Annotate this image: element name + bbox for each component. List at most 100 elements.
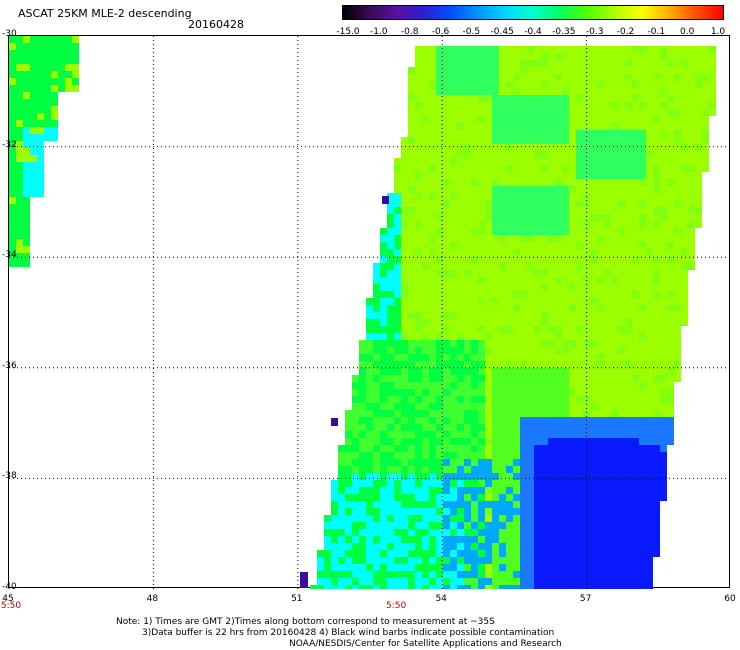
swath-cell bbox=[653, 123, 660, 130]
swath-cell bbox=[674, 375, 681, 382]
swath-cell bbox=[513, 46, 520, 53]
swath-cell bbox=[506, 270, 513, 277]
swath-cell bbox=[394, 277, 401, 284]
swath-cell bbox=[464, 249, 471, 256]
swath-cell bbox=[464, 95, 471, 102]
swath-cell bbox=[450, 81, 457, 88]
swath-cell bbox=[401, 326, 408, 333]
swath-cell bbox=[485, 361, 492, 368]
swath-cell bbox=[660, 193, 667, 200]
swath-cell bbox=[401, 501, 408, 508]
swath-cell bbox=[688, 200, 695, 207]
swath-cell bbox=[415, 207, 422, 214]
swath-cell bbox=[513, 424, 520, 431]
swath-cell bbox=[499, 438, 506, 445]
swath-cell bbox=[520, 452, 527, 459]
swath-cell bbox=[653, 438, 660, 445]
swath-cell bbox=[457, 585, 464, 589]
swath-cell bbox=[548, 543, 555, 550]
swath-cell bbox=[618, 88, 625, 95]
swath-cell bbox=[534, 452, 541, 459]
swath-cell bbox=[632, 578, 639, 585]
swath-cell bbox=[632, 123, 639, 130]
swath-cell bbox=[639, 410, 646, 417]
swath-cell bbox=[604, 179, 611, 186]
swath-cell bbox=[618, 466, 625, 473]
note-line-2: 3)Data buffer is 22 hrs from 20160428 4)… bbox=[142, 628, 555, 638]
swath-cell bbox=[548, 508, 555, 515]
swath-cell bbox=[548, 298, 555, 305]
swath-cell bbox=[485, 564, 492, 571]
swath-cell bbox=[415, 585, 422, 589]
swath-cell bbox=[401, 333, 408, 340]
swath-cell bbox=[625, 235, 632, 242]
swath-cell bbox=[653, 165, 660, 172]
swath-cell bbox=[569, 550, 576, 557]
swath-cell bbox=[611, 123, 618, 130]
swath-cell bbox=[23, 99, 30, 106]
swath-cell bbox=[324, 536, 331, 543]
swath-cell bbox=[380, 284, 387, 291]
swath-cell bbox=[492, 473, 499, 480]
swath-cell bbox=[422, 326, 429, 333]
swath-cell bbox=[485, 473, 492, 480]
swath-cell bbox=[548, 144, 555, 151]
swath-cell bbox=[674, 235, 681, 242]
swath-cell bbox=[513, 137, 520, 144]
swath-cell bbox=[380, 382, 387, 389]
swath-cell bbox=[639, 186, 646, 193]
swath-cell bbox=[485, 214, 492, 221]
swath-cell bbox=[457, 270, 464, 277]
swath-cell bbox=[499, 522, 506, 529]
swath-cell bbox=[492, 53, 499, 60]
swath-cell bbox=[380, 571, 387, 578]
swath-cell bbox=[401, 445, 408, 452]
swath-cell bbox=[541, 403, 548, 410]
swath-cell bbox=[660, 459, 667, 466]
swath-cell bbox=[513, 228, 520, 235]
swath-cell bbox=[618, 389, 625, 396]
swath-cell bbox=[541, 67, 548, 74]
swath-cell bbox=[569, 151, 576, 158]
swath-cell bbox=[660, 466, 667, 473]
swath-cell bbox=[541, 354, 548, 361]
swath-cell bbox=[408, 88, 415, 95]
swath-cell bbox=[23, 50, 30, 57]
swath-cell bbox=[548, 557, 555, 564]
swath-cell bbox=[618, 410, 625, 417]
swath-cell bbox=[548, 228, 555, 235]
swath-cell bbox=[443, 452, 450, 459]
swath-cell bbox=[37, 64, 44, 71]
swath-cell bbox=[485, 389, 492, 396]
swath-cell bbox=[471, 221, 478, 228]
swath-cell bbox=[394, 298, 401, 305]
swath-cell bbox=[422, 53, 429, 60]
swath-cell bbox=[485, 270, 492, 277]
swath-cell bbox=[464, 158, 471, 165]
swath-cell bbox=[618, 249, 625, 256]
swath-cell bbox=[625, 179, 632, 186]
swath-cell bbox=[562, 249, 569, 256]
swath-cell bbox=[590, 186, 597, 193]
swath-cell bbox=[674, 291, 681, 298]
swath-cell bbox=[387, 550, 394, 557]
swath-cell bbox=[422, 389, 429, 396]
swath-cell bbox=[576, 403, 583, 410]
swath-cell bbox=[569, 375, 576, 382]
swath-cell bbox=[618, 333, 625, 340]
lon-tick-label: 45 bbox=[2, 594, 14, 604]
swath-cell bbox=[478, 431, 485, 438]
swath-cell bbox=[590, 550, 597, 557]
swath-cell bbox=[9, 92, 16, 99]
swath-cell bbox=[492, 172, 499, 179]
swath-cell bbox=[562, 452, 569, 459]
swath-cell bbox=[450, 291, 457, 298]
swath-cell bbox=[674, 242, 681, 249]
swath-cell bbox=[562, 466, 569, 473]
swath-cell bbox=[506, 396, 513, 403]
swath-cell bbox=[520, 67, 527, 74]
swath-cell bbox=[576, 263, 583, 270]
swath-cell bbox=[674, 298, 681, 305]
swath-cell bbox=[51, 50, 58, 57]
swath-cell bbox=[37, 120, 44, 127]
